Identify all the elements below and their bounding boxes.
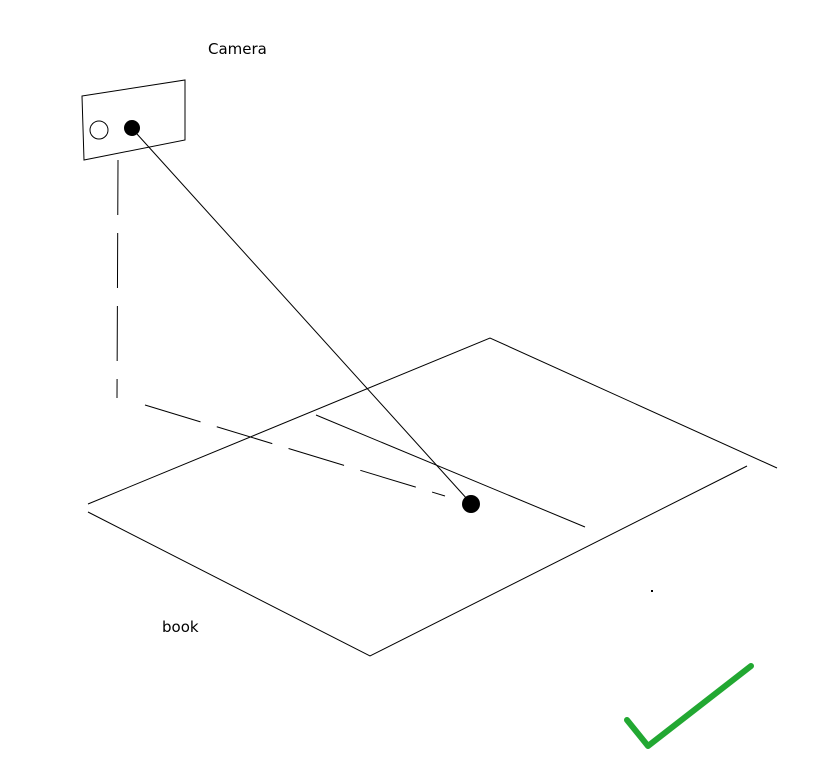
outer-plane <box>87 465 748 657</box>
camera-vertical-dashed-line <box>116 159 119 399</box>
target-point <box>462 495 480 513</box>
ground-dashed-line <box>144 404 446 497</box>
camera-label: Camera <box>208 40 267 58</box>
check-mark-icon <box>624 663 754 749</box>
line-of-sight <box>136 133 469 501</box>
book-label: book <box>162 618 199 636</box>
camera-body <box>81 79 186 161</box>
camera-lens-hollow <box>89 120 109 140</box>
stray-dot <box>651 590 653 592</box>
camera-lens-filled <box>124 120 140 136</box>
outer-plane-top <box>87 337 778 505</box>
inner-plane-line <box>315 414 586 528</box>
